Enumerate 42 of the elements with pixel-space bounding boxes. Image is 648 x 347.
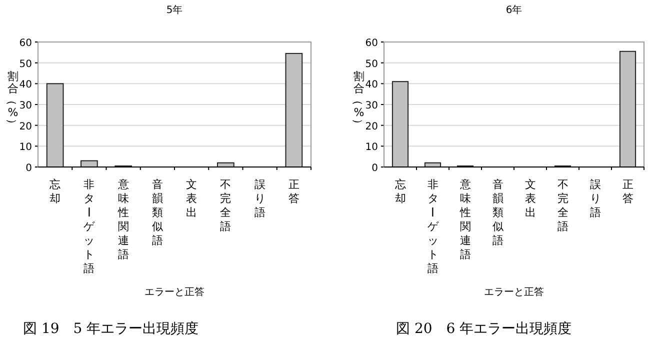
x-tick-label: 正答 [288, 178, 300, 205]
x-tick-label: 文表出 [186, 178, 198, 219]
x-tick-label: 不完全語 [220, 178, 232, 233]
y-tick-label: 10 [365, 142, 378, 154]
chart-title: 5年 [166, 4, 183, 16]
y-tick-label: 60 [19, 38, 32, 49]
caption: 図 20 6 年エラー出現頻度 [396, 321, 572, 337]
y-axis-title: 割合（%） [352, 70, 365, 130]
bar [392, 81, 409, 168]
bar [285, 52, 303, 168]
bar [619, 50, 636, 168]
x-tick-label: 忘却 [50, 178, 61, 205]
y-tick-label: 0 [372, 163, 378, 174]
y-tick-label: 20 [365, 121, 378, 132]
x-tick-label: 誤り語 [590, 178, 601, 219]
y-tick-label: 30 [19, 100, 32, 112]
caption: 図 19 5 年エラー出現頻度 [23, 321, 199, 337]
y-axis-title: 割合（%） [6, 70, 19, 130]
y-tick-label: 10 [19, 142, 32, 154]
x-tick-label: 非ターゲット語 [82, 178, 96, 275]
x-tick-label: 音韻類似語 [152, 178, 163, 247]
y-tick-label: 60 [365, 38, 378, 49]
x-tick-label: 意味性関連語 [116, 178, 129, 261]
x-tick-label: 不完全語 [557, 178, 568, 233]
x-tick-label: 忘却 [394, 178, 406, 205]
y-tick-label: 50 [19, 58, 32, 70]
x-tick-label: 正答 [622, 178, 634, 205]
x-tick-label: 非ターゲット語 [425, 178, 440, 275]
x-tick-label: 誤り語 [254, 178, 266, 219]
y-tick-label: 50 [365, 58, 378, 70]
bar [46, 83, 64, 168]
x-tick-label: 音韻類似語 [492, 178, 504, 247]
chart-title: 6年 [506, 4, 522, 16]
x-tick-label: 文表出 [524, 178, 536, 219]
y-tick-label: 40 [19, 80, 32, 91]
y-tick-label: 40 [365, 80, 378, 91]
y-tick-label: 0 [26, 163, 32, 174]
y-tick-label: 30 [365, 100, 378, 112]
x-tick-label: 意味性関連語 [458, 178, 471, 261]
x-axis-title: エラーと正答 [484, 286, 544, 298]
y-tick-label: 20 [19, 121, 32, 132]
x-axis-title: エラーと正答 [144, 286, 204, 298]
